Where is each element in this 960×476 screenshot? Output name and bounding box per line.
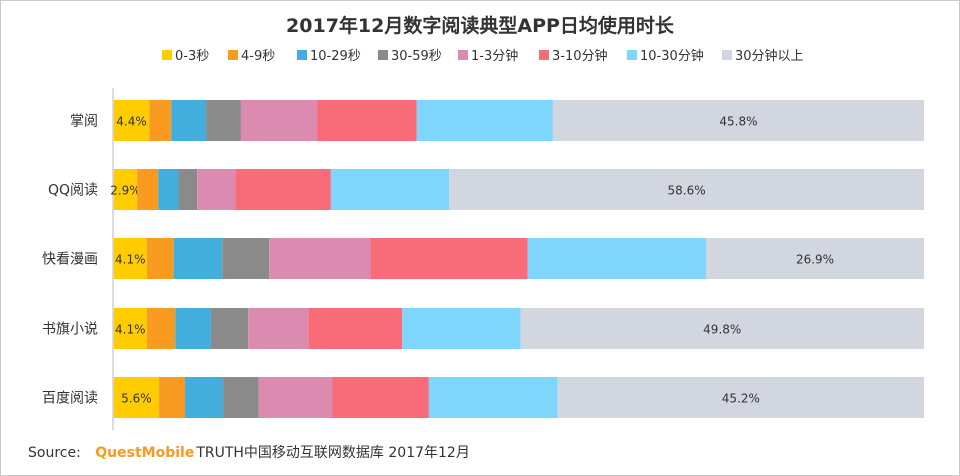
data-label: 58.6% — [668, 184, 706, 198]
bar-segment — [370, 238, 528, 279]
bar-segment — [222, 238, 270, 279]
bar-segment — [113, 377, 160, 418]
legend-swatch — [162, 50, 172, 60]
legend-label: 1-3分钟 — [471, 48, 518, 64]
data-label: 4.4% — [116, 115, 147, 129]
bar-segment — [557, 377, 924, 418]
source-text: TRUTH中国移动互联网数据库 2017年12月 — [196, 445, 470, 461]
data-label: 4.1% — [115, 253, 146, 267]
legend-swatch — [722, 50, 732, 60]
source-label: Source: — [28, 445, 81, 461]
legend-swatch — [627, 50, 637, 60]
bar-segment — [113, 238, 147, 279]
bar-segment — [235, 169, 331, 210]
bar-segment — [552, 100, 924, 141]
bar-segment — [248, 308, 309, 349]
bar-segment — [332, 377, 429, 418]
data-label: 49.8% — [703, 323, 741, 337]
bar-segment — [197, 169, 236, 210]
bar-segment — [206, 100, 241, 141]
legend-label: 10-29秒 — [310, 49, 361, 64]
bar-segment — [416, 100, 553, 141]
bar-segment — [210, 308, 249, 349]
bar-segment — [269, 238, 371, 279]
bar-segment — [137, 169, 159, 210]
chart-title: 2017年12月数字阅读典型APP日均使用时长 — [286, 14, 675, 37]
bar-segment — [527, 238, 707, 279]
legend-swatch — [297, 50, 307, 60]
legend-swatch — [458, 50, 468, 60]
source-note: Source: QuestMobile TRUTH中国移动互联网数据库 2017年… — [28, 442, 470, 462]
legend-swatch — [539, 50, 549, 60]
bar-segment — [449, 169, 924, 210]
bar-segment — [113, 308, 147, 349]
category-label: 快看漫画 — [42, 252, 98, 268]
legend-swatch — [228, 50, 238, 60]
category-label: 书旗小说 — [42, 322, 98, 338]
bar-segment — [240, 100, 318, 141]
bar-segment — [520, 308, 924, 349]
bar-segment — [317, 100, 417, 141]
bar-segment — [308, 308, 403, 349]
legend-label: 4-9秒 — [241, 49, 275, 64]
bar-segment — [171, 100, 207, 141]
legend-swatch — [378, 50, 388, 60]
bar-segment — [402, 308, 521, 349]
bar-segment — [185, 377, 224, 418]
bar-segment — [258, 377, 333, 418]
legend-label: 10-30分钟 — [640, 48, 704, 64]
bar-segment — [159, 377, 186, 418]
bar-segment — [158, 169, 179, 210]
data-label: 45.8% — [719, 115, 757, 129]
category-label: 掌阅 — [70, 114, 98, 130]
source-brand: QuestMobile — [95, 445, 195, 461]
data-label: 4.1% — [115, 323, 146, 337]
category-label: QQ阅读 — [48, 182, 98, 199]
bar-segment — [706, 238, 924, 279]
bar-segment — [113, 100, 150, 141]
bar-segment — [113, 169, 138, 210]
legend-label: 3-10分钟 — [552, 48, 608, 64]
data-label: 45.2% — [722, 392, 760, 406]
data-label: 2.9% — [110, 184, 141, 198]
legend-label: 0-3秒 — [175, 49, 209, 64]
legend-label: 30分钟以上 — [735, 48, 804, 64]
category-label: 百度阅读 — [42, 390, 98, 407]
bar-segment — [146, 238, 174, 279]
bar-segment — [330, 169, 450, 210]
bar-segment — [428, 377, 558, 418]
data-label: 5.6% — [121, 392, 152, 406]
legend-label: 30-59秒 — [391, 49, 442, 64]
bar-segment — [223, 377, 259, 418]
bar-segment — [173, 238, 223, 279]
data-label: 26.9% — [796, 253, 834, 267]
bar-segment — [149, 100, 172, 141]
bar-segment — [175, 308, 211, 349]
bar-segment — [146, 308, 176, 349]
bar-segment — [178, 169, 198, 210]
